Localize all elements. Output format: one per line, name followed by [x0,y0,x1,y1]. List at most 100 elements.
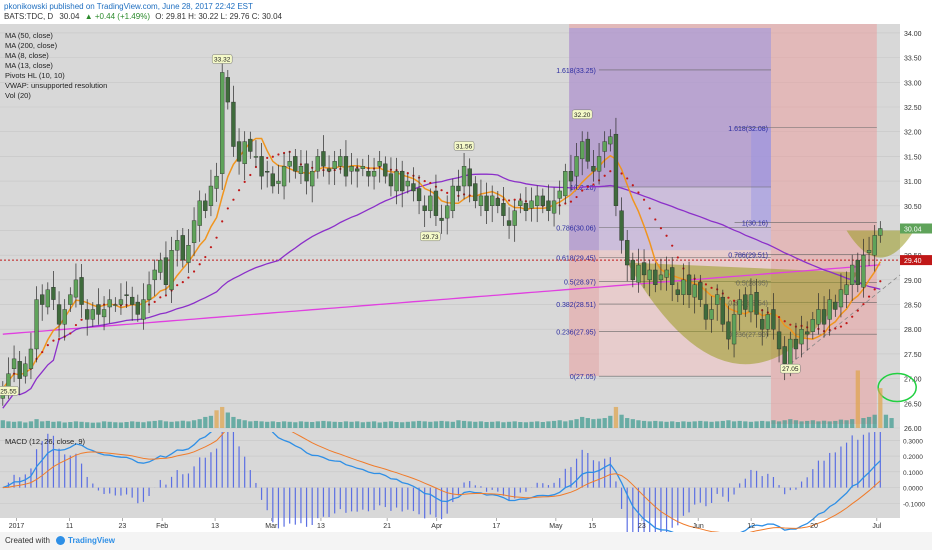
candle-body [146,284,152,300]
candle-body [866,250,872,253]
fib-level-label-right: 1(30.16) [742,221,768,228]
y-tick-label: 27.50 [904,352,922,359]
candle-body [456,185,461,192]
price-panel[interactable]: 34.00 33.50 33.00 32.50 32.00 31.50 31.00 30.50… [0,24,932,433]
macd-axis-background [900,432,932,532]
volume-bar [304,421,309,428]
candle-body [28,348,34,369]
candle-body [186,245,191,263]
ma13-dot [80,318,83,321]
fib-level-label: 1.618(33.25) [556,68,596,75]
macd-background [0,432,900,518]
volume-bar [889,418,894,428]
candle-body [754,291,759,315]
pivot-label-box [420,231,441,242]
volume-bar [349,421,354,428]
ma13-dot [834,327,837,330]
volume-bar [636,420,641,428]
ma13-dot [654,218,657,221]
y-tick-label: 26.00 [904,426,922,432]
price-chart[interactable]: 34.00 33.50 33.00 32.50 32.00 31.50 31.00 30.50… [0,24,932,433]
volume-bar [270,421,275,428]
macd-legend[interactable]: MACD (12, 26, close, 9) [5,437,86,446]
volume-bar [197,419,202,428]
volume-bar [366,421,371,428]
volume-bar [343,421,349,428]
candle-body [400,171,405,192]
volume-bar [861,418,866,428]
legend-ma13[interactable]: MA (13, close) [5,61,53,70]
candle-body [473,183,478,202]
pivot-label: 32.20 [574,112,591,119]
pivot-label: 29.73 [422,234,439,241]
volume-bar [872,414,877,428]
volume-bar [878,388,883,428]
ma13-dot [569,200,573,203]
candle-body [743,294,748,310]
candle-body [816,309,821,325]
candle-body [40,294,45,305]
candle-body [625,240,630,266]
ma13-dot [575,195,578,199]
ma13-dot [620,172,623,175]
candle-body [580,141,585,160]
volume-bar [568,420,574,428]
volume-bar [422,421,427,428]
x-tick-label: 20 [810,523,818,530]
candle-body [338,156,343,167]
legend-vwap[interactable]: VWAP: unsupported resolution [5,81,108,90]
candle-body [107,299,112,308]
fib-level-label-right: 1.618(32.08) [728,126,768,133]
candle-body [613,133,619,206]
candle-body [101,309,107,318]
volume-bar [625,418,630,428]
candle-body [748,294,754,313]
volume-bar [62,422,67,428]
volume-bar [135,421,140,428]
legend-pivots[interactable]: Pivots HL (10, 10) [5,71,65,80]
volume-bar [73,421,79,428]
x-tick-label: 13 [211,523,219,530]
candle-body [326,168,332,172]
tradingview-brand[interactable]: TradingView [68,536,115,545]
candle-body [675,289,680,295]
volume-bar [383,421,388,428]
volume-bar [546,421,551,428]
volume-bar [11,421,17,428]
last-price-label: 30.04 [904,226,922,233]
volume-bar [686,421,692,428]
volume-bar [647,421,652,428]
fib-blue-zone [569,28,771,251]
legend-ma50[interactable]: MA (50, close) [5,31,53,40]
legend-volume[interactable]: Vol (20) [5,91,31,100]
candle-body [208,185,214,206]
candle-body [591,166,596,172]
candle-body [163,257,169,285]
volume-bar [56,421,62,428]
volume-bar [726,420,731,428]
candle-body [461,166,467,187]
candle-body [11,358,17,369]
candle-body [799,329,804,345]
volume-bar [326,421,332,428]
candle-body [506,220,512,226]
volume-bar [715,421,720,428]
legend-ma8[interactable]: MA (8, close) [5,51,49,60]
volume-bar [658,421,664,428]
candle-body [596,156,602,172]
volume-bar [28,421,34,428]
x-tick-label: Jul [872,523,881,530]
legend-ma200[interactable]: MA (200, close) [5,41,58,50]
fib-level-label: 0.236(27.95) [556,330,596,337]
macd-panel[interactable]: 0.3000 0.2000 0.1000 0.0000 -0.1000 2017 11 23 F… [0,401,932,550]
y-tick-label: 33.50 [904,56,922,63]
candle-body [118,299,124,305]
volume-bar [855,370,860,428]
candle-body [602,141,607,152]
volume-bar [411,421,416,428]
volume-bar [124,422,129,428]
x-tick-label: Jun [693,523,704,530]
ma13-dot [732,299,736,302]
candle-body [197,200,202,226]
